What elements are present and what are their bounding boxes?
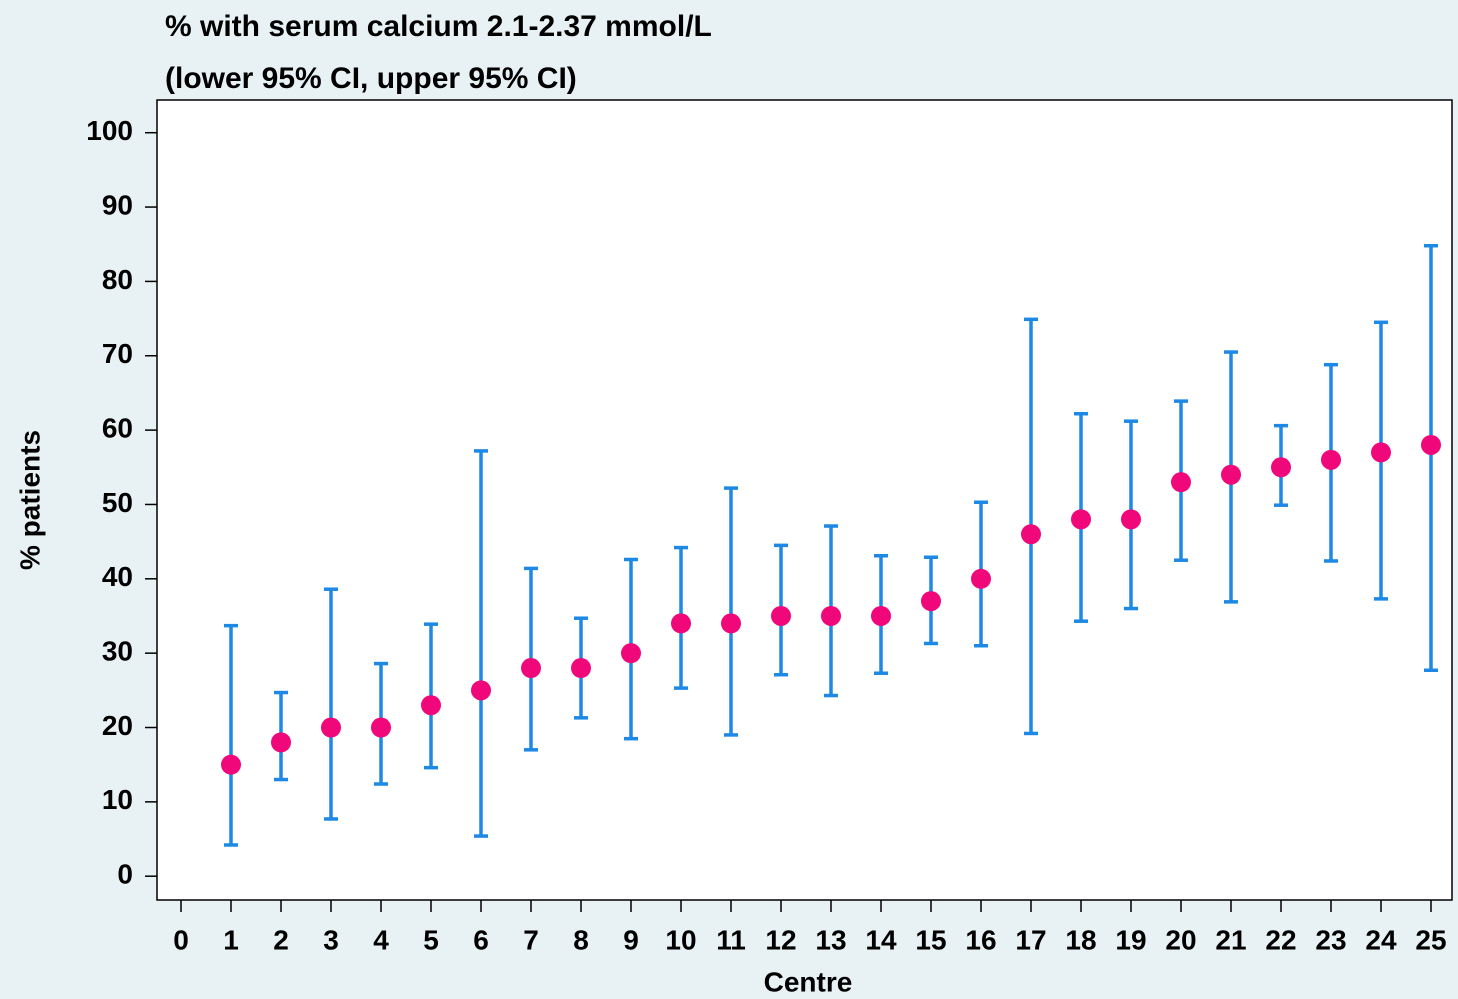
- point: [821, 605, 841, 626]
- x-tick-label: 2: [273, 924, 289, 955]
- y-tick-label: 90: [102, 189, 133, 220]
- point: [921, 591, 941, 612]
- point: [721, 613, 741, 634]
- x-tick-label: 15: [915, 924, 946, 955]
- y-tick-label: 100: [86, 115, 133, 146]
- point: [1121, 509, 1141, 530]
- x-tick-label: 4: [373, 924, 389, 955]
- point: [1171, 472, 1191, 493]
- x-tick-label: 18: [1065, 924, 1096, 955]
- y-tick-label: 20: [102, 710, 133, 741]
- y-tick-label: 40: [102, 561, 133, 592]
- x-tick-label: 1: [223, 924, 239, 955]
- x-tick-label: 12: [765, 924, 796, 955]
- y-axis-label: % patients: [14, 430, 45, 570]
- x-tick-label: 5: [423, 924, 439, 955]
- y-tick-label: 80: [102, 264, 133, 295]
- x-tick-label: 24: [1365, 924, 1397, 955]
- x-tick-label: 0: [173, 924, 189, 955]
- point: [1321, 449, 1341, 470]
- plot-area: [156, 99, 1453, 901]
- y-tick-label: 70: [102, 338, 133, 369]
- x-tick-label: 25: [1415, 924, 1446, 955]
- x-tick-label: 16: [965, 924, 996, 955]
- x-tick-label: 11: [716, 924, 746, 955]
- point: [621, 643, 641, 664]
- x-tick-label: 9: [623, 924, 639, 955]
- x-tick-label: 21: [1215, 924, 1246, 955]
- point: [671, 613, 691, 634]
- point: [271, 732, 291, 753]
- point: [1021, 524, 1041, 545]
- chart-subtitle: (lower 95% CI, upper 95% CI): [165, 62, 577, 95]
- x-tick-label: 20: [1165, 924, 1196, 955]
- point: [1071, 509, 1091, 530]
- x-tick-label: 8: [573, 924, 589, 955]
- x-tick-label: 14: [865, 924, 897, 955]
- x-axis-label: Centre: [764, 966, 853, 997]
- point: [471, 680, 491, 701]
- x-tick-label: 23: [1315, 924, 1346, 955]
- y-tick-label: 60: [102, 413, 133, 444]
- point: [571, 658, 591, 679]
- x-tick-label: 6: [473, 924, 489, 955]
- point: [221, 754, 241, 775]
- y-tick-label: 0: [117, 859, 133, 890]
- y-tick-label: 50: [102, 487, 133, 518]
- point: [871, 605, 891, 626]
- point: [371, 717, 391, 738]
- chart-title: % with serum calcium 2.1-2.37 mmol/L: [165, 10, 712, 43]
- x-tick-label: 13: [815, 924, 846, 955]
- point: [1271, 457, 1291, 478]
- point: [521, 658, 541, 679]
- x-tick-label: 3: [323, 924, 339, 955]
- point: [421, 695, 441, 716]
- point: [771, 605, 791, 626]
- point: [1421, 434, 1441, 455]
- point: [1371, 442, 1391, 463]
- x-tick-label: 10: [665, 924, 696, 955]
- x-tick-label: 17: [1015, 924, 1046, 955]
- x-tick-label: 19: [1115, 924, 1146, 955]
- point: [971, 568, 991, 589]
- x-tick-label: 7: [523, 924, 539, 955]
- y-tick-label: 10: [102, 784, 133, 815]
- point: [1221, 464, 1241, 485]
- y-tick-label: 30: [102, 636, 133, 667]
- x-tick-label: 22: [1265, 924, 1296, 955]
- point: [321, 717, 341, 738]
